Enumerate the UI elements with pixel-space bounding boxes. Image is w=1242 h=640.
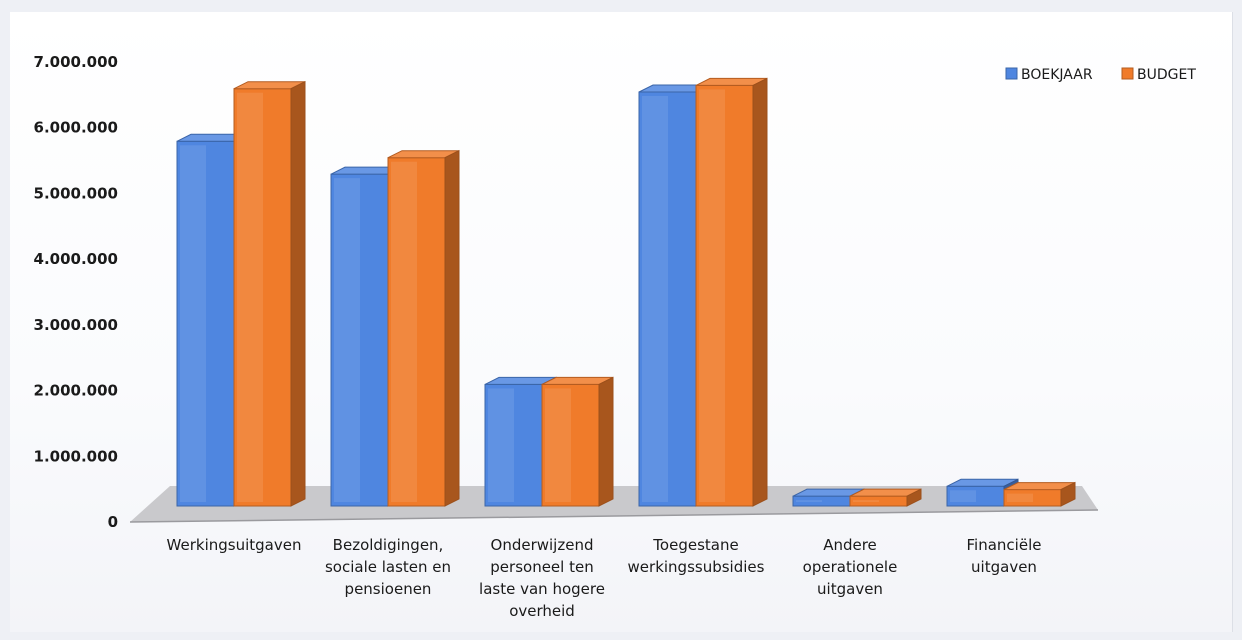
y-tick-label: 5.000.000 [34, 184, 118, 202]
category-label: Toegestane [652, 536, 738, 554]
category-label: sociale lasten en [325, 558, 451, 576]
bar-highlight [334, 178, 360, 502]
category-axis-line [129, 509, 1099, 523]
bar-side [906, 488, 922, 507]
bar-highlight [391, 161, 417, 502]
bar-side [598, 376, 614, 507]
y-tick-label: 2.000.000 [34, 382, 118, 400]
category-label: Andere [823, 536, 877, 554]
y-tick-label: 3.000.000 [34, 316, 118, 334]
bar-highlight [699, 89, 725, 502]
bar-highlight [642, 96, 668, 502]
bar-chart: 0 1.000.000 2.000.000 3.000.000 4.000.000 5.0… [34, 53, 1197, 620]
category-label: personeel ten [490, 558, 593, 576]
bar-budget-2 [541, 376, 614, 507]
legend-swatch [1005, 67, 1018, 80]
legend-label: BOEKJAAR [1021, 67, 1093, 83]
legend-entry-boekjaar: BOEKJAAR [1005, 67, 1093, 83]
bar-budget-3 [695, 77, 768, 507]
y-tick-label: 6.000.000 [34, 119, 118, 137]
legend-label: BUDGET [1137, 67, 1196, 83]
category-label: uitgaven [971, 558, 1037, 576]
bar-highlight [180, 145, 206, 503]
bar-budget-5 [1003, 481, 1076, 507]
category-label: Onderwijzend [491, 536, 594, 554]
category-label: operationele [803, 558, 898, 576]
bar-budget-1 [387, 149, 460, 507]
chart-frame: 0 1.000.000 2.000.000 3.000.000 4.000.000 5.0… [10, 12, 1233, 632]
y-tick-label: 7.000.000 [34, 53, 118, 71]
category-label: Werkingsuitgaven [167, 536, 302, 554]
category-label: Financiële [967, 536, 1042, 554]
bar-budget-4 [849, 488, 922, 507]
bar-highlight [545, 388, 571, 502]
legend: BOEKJAAR BUDGET [1005, 67, 1196, 83]
y-tick-label: 1.000.000 [34, 447, 118, 465]
y-tick-label: 4.000.000 [34, 250, 118, 268]
bar-side [1060, 481, 1076, 507]
value-axis: 0 1.000.000 2.000.000 3.000.000 4.000.000 5.0… [34, 53, 118, 531]
bar-budget-0 [233, 80, 306, 507]
category-label: pensioenen [345, 580, 432, 598]
bar-highlight [1007, 493, 1033, 502]
bars [176, 77, 1076, 507]
bar-side [752, 77, 768, 507]
category-label: uitgaven [817, 580, 883, 598]
legend-swatch [1121, 67, 1134, 80]
bar-highlight [950, 490, 976, 502]
category-label: laste van hogere [479, 580, 605, 598]
bar-highlight [237, 92, 263, 502]
y-tick-label: 0 [108, 513, 118, 531]
bar-side [444, 149, 460, 507]
category-label: overheid [509, 602, 575, 620]
category-label: werkingssubsidies [628, 558, 765, 576]
bar-highlight [796, 500, 822, 502]
legend-entry-budget: BUDGET [1121, 67, 1196, 83]
bar-highlight [488, 388, 514, 502]
category-axis: Werkingsuitgaven Bezoldigingen, sociale la… [167, 536, 1042, 620]
bar-side [290, 80, 306, 507]
category-label: Bezoldigingen, [333, 536, 444, 554]
bar-highlight [853, 500, 879, 502]
